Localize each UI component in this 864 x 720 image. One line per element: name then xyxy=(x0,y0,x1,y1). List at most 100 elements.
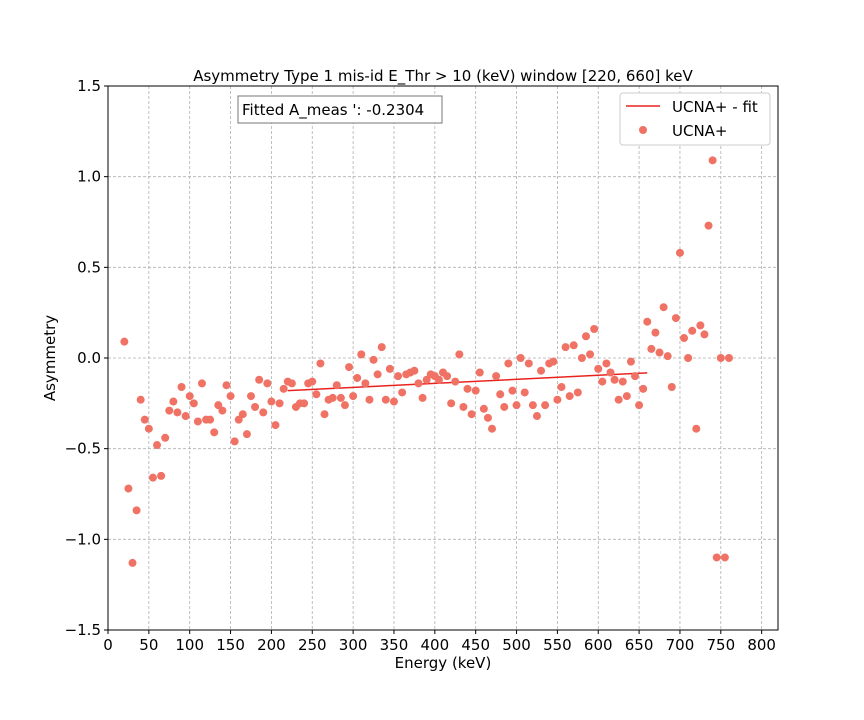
data-point xyxy=(663,352,672,361)
x-tick-label: 400 xyxy=(421,636,450,654)
data-point xyxy=(675,248,684,257)
data-point xyxy=(643,317,652,326)
data-point xyxy=(251,402,260,411)
data-point xyxy=(312,390,321,399)
data-point xyxy=(483,413,492,422)
data-point xyxy=(471,386,480,395)
legend-fit-label: UCNA+ - fit xyxy=(672,98,758,116)
data-point xyxy=(173,408,182,417)
data-point xyxy=(234,415,243,424)
data-point xyxy=(140,415,149,424)
data-point xyxy=(422,375,431,384)
data-point xyxy=(287,379,296,388)
data-point xyxy=(300,399,309,408)
x-tick-label: 0 xyxy=(103,636,113,654)
data-point xyxy=(496,390,505,399)
data-point xyxy=(610,375,619,384)
data-point xyxy=(349,392,358,401)
grid xyxy=(107,85,778,631)
x-tick-label: 150 xyxy=(216,636,245,654)
data-point xyxy=(120,337,129,346)
data-point xyxy=(394,372,403,381)
data-point xyxy=(569,341,578,350)
data-point xyxy=(206,415,215,424)
data-point xyxy=(631,372,640,381)
data-point xyxy=(226,392,235,401)
data-point xyxy=(659,303,668,312)
data-point xyxy=(369,355,378,364)
data-point xyxy=(434,375,443,384)
data-point xyxy=(320,410,329,419)
data-point xyxy=(157,471,166,480)
annotation-box xyxy=(237,95,443,124)
data-point xyxy=(602,359,611,368)
data-point xyxy=(242,430,251,439)
x-tick-label: 250 xyxy=(298,636,327,654)
data-point xyxy=(197,379,206,388)
data-point xyxy=(671,314,680,323)
y-tick-label: −0.5 xyxy=(65,440,101,458)
data-point xyxy=(414,379,423,388)
data-point xyxy=(377,343,386,352)
data-point xyxy=(218,406,227,415)
data-point xyxy=(328,393,337,402)
data-point xyxy=(553,395,562,404)
data-point xyxy=(508,386,517,395)
data-point xyxy=(259,408,268,417)
data-point xyxy=(357,350,366,359)
x-tick-label: 350 xyxy=(380,636,409,654)
data-point xyxy=(332,381,341,390)
data-point xyxy=(692,424,701,433)
data-point xyxy=(528,401,537,410)
fit-line xyxy=(287,372,648,392)
data-point xyxy=(271,421,280,430)
data-point xyxy=(696,321,705,330)
data-point xyxy=(210,428,219,437)
data-point xyxy=(230,437,239,446)
data-point xyxy=(132,506,141,515)
data-point xyxy=(214,401,223,410)
data-point xyxy=(373,370,382,379)
data-point xyxy=(398,388,407,397)
data-point xyxy=(541,401,550,410)
data-point xyxy=(238,410,247,419)
data-point xyxy=(263,379,272,388)
data-point xyxy=(443,372,452,381)
data-point xyxy=(667,383,676,392)
data-point xyxy=(279,384,288,393)
data-point xyxy=(614,395,623,404)
data-point xyxy=(161,433,170,442)
data-point xyxy=(516,354,525,362)
legend-points-label: UCNA+ xyxy=(672,122,728,140)
data-point xyxy=(459,402,468,411)
data-point xyxy=(573,388,582,397)
data-point xyxy=(124,484,133,493)
data-point xyxy=(598,377,607,386)
data-point xyxy=(716,354,725,362)
data-point xyxy=(524,359,533,368)
data-point xyxy=(635,401,644,410)
data-point xyxy=(418,393,427,402)
data-point xyxy=(512,401,521,410)
data-point xyxy=(148,473,157,482)
data-points xyxy=(120,156,733,567)
data-point xyxy=(590,324,599,333)
data-point xyxy=(724,354,733,362)
x-tick-label: 50 xyxy=(139,636,158,654)
y-tick-label: 1.5 xyxy=(77,77,101,95)
data-point xyxy=(389,397,398,406)
data-point xyxy=(340,401,349,410)
x-axis-label: Energy (keV) xyxy=(395,654,492,672)
data-point xyxy=(500,402,509,411)
data-point xyxy=(504,359,513,368)
annotation-text: Fitted A_meas ': -0.2304 xyxy=(242,101,424,120)
data-point xyxy=(581,332,590,341)
data-point xyxy=(557,383,566,392)
data-point xyxy=(165,406,174,415)
x-tick-label: 450 xyxy=(461,636,490,654)
data-point xyxy=(316,359,325,368)
chart-title: Asymmetry Type 1 mis-id E_Thr > 10 (keV)… xyxy=(193,67,693,86)
data-point xyxy=(565,392,574,401)
data-point xyxy=(385,364,394,373)
